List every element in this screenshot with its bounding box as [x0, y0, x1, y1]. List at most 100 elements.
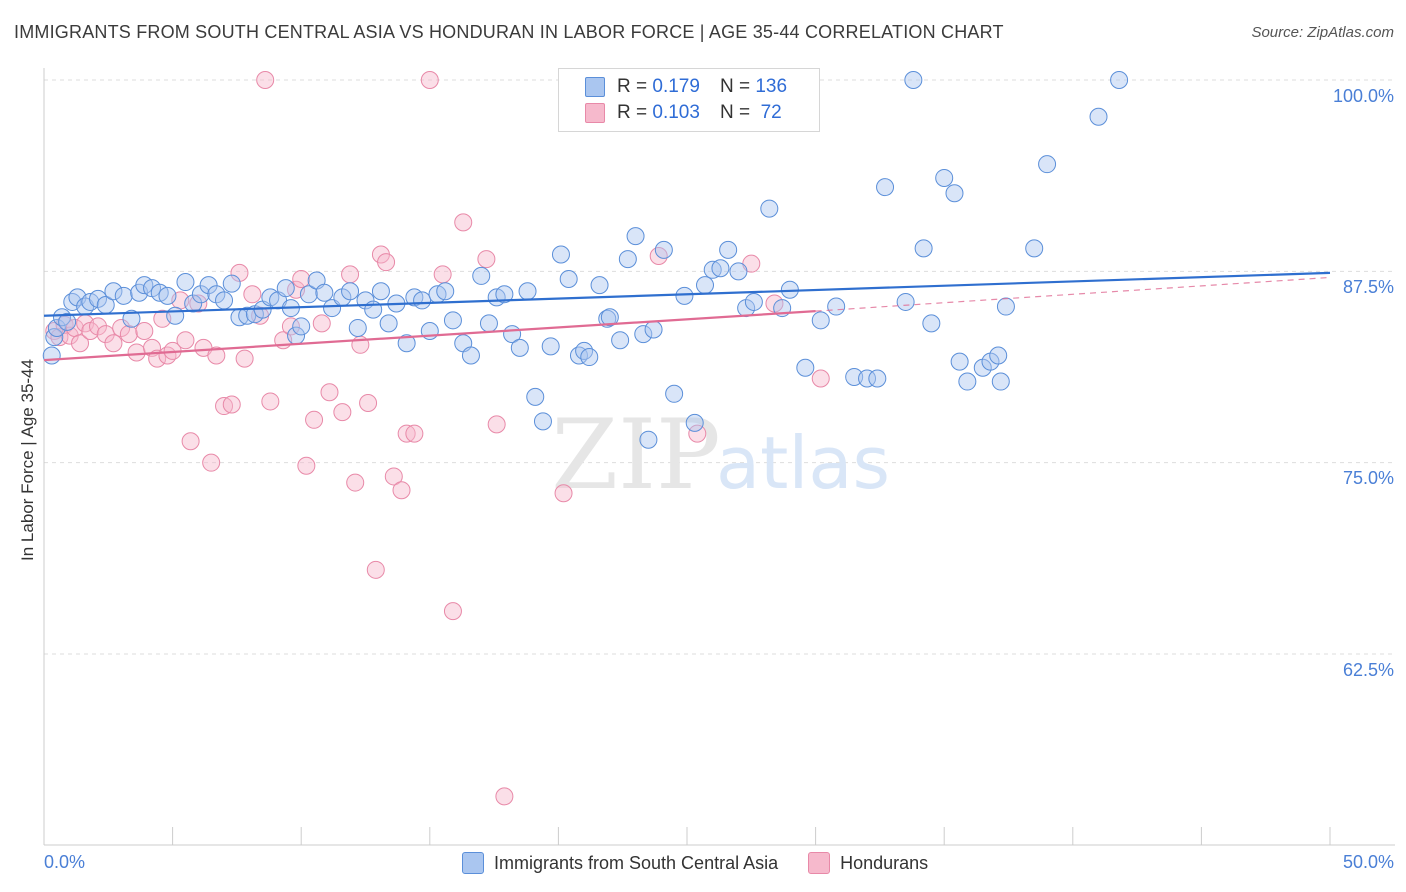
- south-central-asia-point: [551, 245, 570, 264]
- honduran-point: [119, 325, 138, 344]
- south-central-asia-point: [222, 274, 241, 293]
- south-central-asia-point: [935, 168, 954, 187]
- y-tick-label: 75.0%: [1342, 468, 1394, 488]
- south-central-asia-point: [58, 312, 77, 331]
- legend-series-name: Hondurans: [840, 852, 929, 873]
- south-central-asia-point: [639, 430, 658, 449]
- y-axis-label: In Labor Force | Age 35-44: [18, 359, 37, 561]
- axes: [43, 68, 1395, 846]
- south-central-asia-point: [575, 341, 594, 360]
- honduran-point: [443, 602, 462, 621]
- legend-swatch-blue: [462, 852, 484, 874]
- south-central-asia-point: [299, 285, 318, 304]
- honduran-point: [148, 349, 167, 368]
- south-central-asia-point: [896, 292, 915, 311]
- honduran-point: [384, 467, 403, 486]
- honduran-point: [235, 349, 254, 368]
- stats-legend: R = 0.179 N = 136 R = 0.103 N = 72: [558, 68, 820, 132]
- south-central-asia-point: [371, 282, 390, 301]
- honduran-point: [207, 346, 226, 365]
- south-central-asia-point: [518, 282, 537, 301]
- south-central-asia-point: [276, 279, 295, 298]
- honduran-point: [554, 484, 573, 503]
- honduran-point: [333, 403, 352, 422]
- south-central-asia-point: [184, 294, 203, 313]
- y-tick-label: 100.0%: [1332, 86, 1394, 106]
- legend-r-label: R =: [617, 102, 648, 123]
- south-central-asia-point: [158, 286, 177, 305]
- south-central-asia-point: [472, 266, 491, 285]
- chart-title: IMMIGRANTS FROM SOUTH CENTRAL ASIA VS HO…: [14, 22, 1004, 42]
- honduran-point: [243, 285, 262, 304]
- south-central-asia-point: [199, 276, 218, 295]
- legend-series-name: Immigrants from South Central Asia: [494, 852, 779, 873]
- honduran-point: [346, 473, 365, 492]
- south-central-asia-point: [675, 286, 694, 305]
- south-central-asia-point: [626, 227, 645, 246]
- south-central-asia-point: [348, 318, 367, 337]
- south-central-asia-point: [719, 240, 738, 259]
- honduran-point: [366, 560, 385, 579]
- honduran-point: [420, 71, 439, 89]
- honduran-point: [359, 393, 378, 412]
- south-central-asia-point: [634, 325, 653, 344]
- y-tick-label: 62.5%: [1342, 660, 1394, 680]
- south-central-asia-point: [914, 239, 933, 258]
- honduran-point: [292, 269, 311, 288]
- south-central-asia-point: [950, 352, 969, 371]
- honduran-point: [202, 453, 221, 472]
- south-central-asia-point: [47, 318, 66, 337]
- honduran-point: [487, 415, 506, 434]
- hondurans-trend-line: [43, 310, 816, 362]
- south-central-asia-point: [122, 309, 141, 328]
- south-central-asia-point: [945, 184, 964, 203]
- south-central-asia-point: [413, 291, 432, 310]
- honduran-point: [176, 331, 195, 350]
- honduran-point: [261, 392, 280, 411]
- south-central-asia-point: [644, 320, 663, 339]
- south-central-asia-point: [1025, 239, 1044, 258]
- south-central-asia-point: [495, 285, 514, 304]
- south-central-asia-trend-line: [43, 271, 1331, 317]
- south-central-asia-point: [703, 260, 722, 279]
- x-tick-label: 50.0%: [1342, 852, 1394, 872]
- south-central-asia-point: [600, 308, 619, 327]
- south-central-asia-point: [215, 291, 234, 310]
- south-central-asia-point: [1038, 155, 1057, 174]
- honduran-point: [305, 410, 324, 429]
- legend-r-value: 0.179: [652, 76, 700, 97]
- honduran-point: [297, 456, 316, 475]
- south-central-asia-point: [341, 282, 360, 301]
- south-central-asia-point: [1110, 71, 1129, 89]
- south-central-asia-point: [166, 306, 185, 325]
- south-central-asia-point: [729, 262, 748, 281]
- hondurans-points: [45, 71, 830, 806]
- south-central-asia-point: [559, 269, 578, 288]
- south-central-asia-point: [114, 286, 133, 305]
- south-central-asia-point: [665, 384, 684, 403]
- honduran-point: [433, 265, 452, 284]
- south-central-asia-point: [811, 311, 830, 330]
- honduran-point: [811, 369, 830, 388]
- south-central-asia-point: [991, 372, 1010, 391]
- series-legend: Immigrants from South Central Asia Hondu…: [462, 852, 958, 874]
- south-central-asia-point: [760, 199, 779, 218]
- honduran-point: [320, 383, 339, 402]
- trend-lines: [43, 271, 1331, 362]
- south-central-asia-point: [958, 372, 977, 391]
- honduran-point: [281, 317, 300, 336]
- honduran-point: [495, 787, 514, 806]
- south-central-asia-point: [176, 273, 195, 292]
- south-central-asia-point: [541, 337, 560, 356]
- honduran-point: [341, 265, 360, 284]
- honduran-point: [135, 322, 154, 341]
- honduran-point: [649, 247, 668, 266]
- south-central-asia-points: [42, 71, 1129, 449]
- south-central-asia-point: [989, 346, 1008, 365]
- south-central-asia-point: [397, 334, 416, 353]
- honduran-point: [397, 424, 416, 443]
- south-central-asia-point: [479, 314, 498, 333]
- honduran-point: [89, 317, 108, 336]
- south-central-asia-point: [580, 348, 599, 367]
- legend-n-value: 136: [755, 76, 788, 97]
